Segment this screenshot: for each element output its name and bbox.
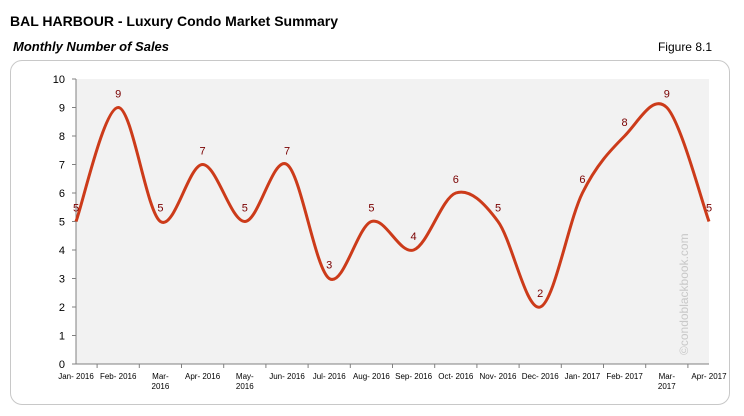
x-tick-label: Jul- 2016	[313, 372, 346, 381]
y-tick-label: 7	[59, 160, 65, 172]
data-label: 7	[200, 146, 206, 158]
data-label: 5	[495, 203, 501, 215]
x-tick-label: Mar-2017	[658, 372, 676, 391]
x-tick-label: Apr- 2016	[185, 372, 221, 381]
data-label: 8	[622, 117, 628, 129]
y-tick-label: 9	[59, 103, 65, 115]
x-tick-label: Sep- 2016	[395, 372, 432, 381]
x-tick-label: Aug- 2016	[353, 372, 390, 381]
watermark-text: ©condoblackbook.com	[677, 233, 691, 355]
y-tick-label: 6	[59, 188, 65, 200]
data-label: 2	[537, 288, 543, 300]
data-label: 7	[284, 146, 290, 158]
x-tick-label: Feb- 2017	[606, 372, 643, 381]
x-tick-label: Feb- 2016	[100, 372, 137, 381]
x-tick-label: Oct- 2016	[438, 372, 474, 381]
x-tick-label: Jan- 2016	[58, 372, 94, 381]
y-tick-label: 4	[59, 245, 65, 257]
y-tick-label: 2	[59, 302, 65, 314]
x-tick-label: Dec- 2016	[522, 372, 559, 381]
data-label: 6	[453, 174, 459, 186]
data-label: 5	[73, 203, 79, 215]
x-tick-label: Nov- 2016	[480, 372, 517, 381]
data-label: 5	[706, 203, 712, 215]
data-label: 9	[664, 89, 670, 101]
data-label: 3	[326, 260, 332, 272]
chart-subtitle: Monthly Number of Sales	[13, 39, 170, 54]
data-label: 5	[368, 203, 374, 215]
x-tick-label: Jun- 2016	[269, 372, 305, 381]
x-tick-label: Apr- 2017	[691, 372, 727, 381]
y-tick-label: 1	[59, 331, 65, 343]
x-tick-label: May-2016	[236, 372, 254, 391]
y-tick-label: 10	[53, 74, 65, 86]
y-tick-label: 5	[59, 217, 65, 229]
x-tick-label: Jan- 2017	[565, 372, 601, 381]
y-tick-label: 8	[59, 131, 65, 143]
data-label: 5	[242, 203, 248, 215]
data-label: 9	[115, 89, 121, 101]
figure-number: Figure 8.1	[657, 40, 712, 54]
data-label: 5	[157, 203, 163, 215]
x-tick-label: Mar-2016	[152, 372, 170, 391]
y-tick-label: 3	[59, 274, 65, 286]
sales-line	[74, 102, 711, 309]
y-tick-label: 0	[59, 359, 65, 371]
plot-area	[76, 79, 709, 364]
data-label: 4	[411, 231, 417, 243]
page-title: BAL HARBOUR - Luxury Condo Market Summar…	[10, 13, 339, 29]
data-label: 6	[579, 174, 585, 186]
